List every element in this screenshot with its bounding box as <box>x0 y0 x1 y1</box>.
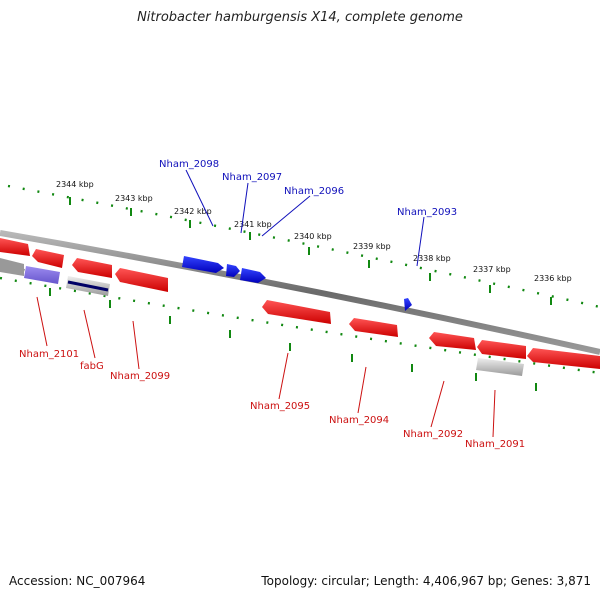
scale-label: 2344 kbp <box>56 180 94 189</box>
gene-label[interactable]: Nham_2096 <box>284 186 344 197</box>
gene-nham-2092[interactable] <box>429 332 476 350</box>
scale-label: 2337 kbp <box>473 265 511 274</box>
gene-nham-2099[interactable] <box>115 268 168 292</box>
gene-red[interactable] <box>32 249 64 268</box>
gene-label[interactable]: Nham_2094 <box>329 415 389 426</box>
leader-line <box>492 389 496 438</box>
leader-line <box>261 195 311 237</box>
forward-gene-labels: Nham_2098 Nham_2097 Nham_2096 Nham_2093 <box>159 159 457 218</box>
gene-pseudo-partial[interactable] <box>0 258 24 276</box>
gene-label[interactable]: fabG <box>80 361 104 372</box>
leader-line <box>416 216 425 267</box>
gene-partial[interactable] <box>0 238 30 256</box>
accession-text: Accession: NC_007964 <box>9 574 146 588</box>
gene-label[interactable]: Nham_2095 <box>250 401 310 412</box>
gene-red[interactable] <box>527 348 600 369</box>
gene-label[interactable]: Nham_2093 <box>397 207 457 218</box>
scale-label: 2342 kbp <box>174 207 212 216</box>
leader-line <box>430 380 445 428</box>
map-title: Nitrobacter hamburgensis X14, complete g… <box>137 10 463 25</box>
leader-line <box>36 296 48 347</box>
leader-line <box>278 352 289 400</box>
gene-label[interactable]: Nham_2097 <box>222 172 282 183</box>
gene-nham-2093[interactable] <box>404 298 412 311</box>
gene-label[interactable]: Nham_2101 <box>19 349 79 360</box>
gene-red[interactable] <box>477 340 526 359</box>
leader-line <box>357 366 367 414</box>
scale-label: 2339 kbp <box>353 242 391 251</box>
gene-nham-2094[interactable] <box>349 318 398 337</box>
reverse-gene-labels: Nham_2101 fabG Nham_2099 Nham_2095 Nham_… <box>19 349 525 450</box>
scale-label: 2343 kbp <box>115 194 153 203</box>
gene-label[interactable]: Nham_2092 <box>403 429 463 440</box>
gene-label[interactable]: Nham_2091 <box>465 439 525 450</box>
gene-nham-2091[interactable] <box>476 358 524 376</box>
leader-line <box>83 309 96 359</box>
gene-fabg[interactable] <box>67 280 109 292</box>
gene-red[interactable] <box>72 258 112 278</box>
scale-label: 2341 kbp <box>234 220 272 229</box>
gene-nham-2101[interactable] <box>24 266 60 284</box>
scale-label: 2338 kbp <box>413 254 451 263</box>
scale-labels: 2344 kbp 2343 kbp 2342 kbp 2341 kbp 2340… <box>56 180 572 283</box>
gene-nham-2096[interactable] <box>240 268 266 283</box>
gene-nham-2097[interactable] <box>226 264 240 277</box>
gene-nham-2098[interactable] <box>182 256 224 273</box>
scale-label: 2336 kbp <box>534 274 572 283</box>
forward-leaders <box>185 169 425 267</box>
leader-line <box>132 320 140 370</box>
reverse-leaders <box>36 296 496 438</box>
forward-genes <box>182 256 412 311</box>
chromosome-backbone <box>0 230 600 355</box>
inner-major-ticks <box>49 288 537 391</box>
gene-label[interactable]: Nham_2099 <box>110 371 170 382</box>
gene-nham-2095[interactable] <box>262 300 331 324</box>
outer-major-ticks <box>69 197 552 305</box>
leader-line <box>185 169 214 227</box>
leader-line <box>240 182 249 234</box>
scale-label: 2340 kbp <box>294 232 332 241</box>
gene-label[interactable]: Nham_2098 <box>159 159 219 170</box>
genome-summary: Topology: circular; Length: 4,406,967 bp… <box>261 574 591 588</box>
reverse-genes <box>0 238 600 376</box>
